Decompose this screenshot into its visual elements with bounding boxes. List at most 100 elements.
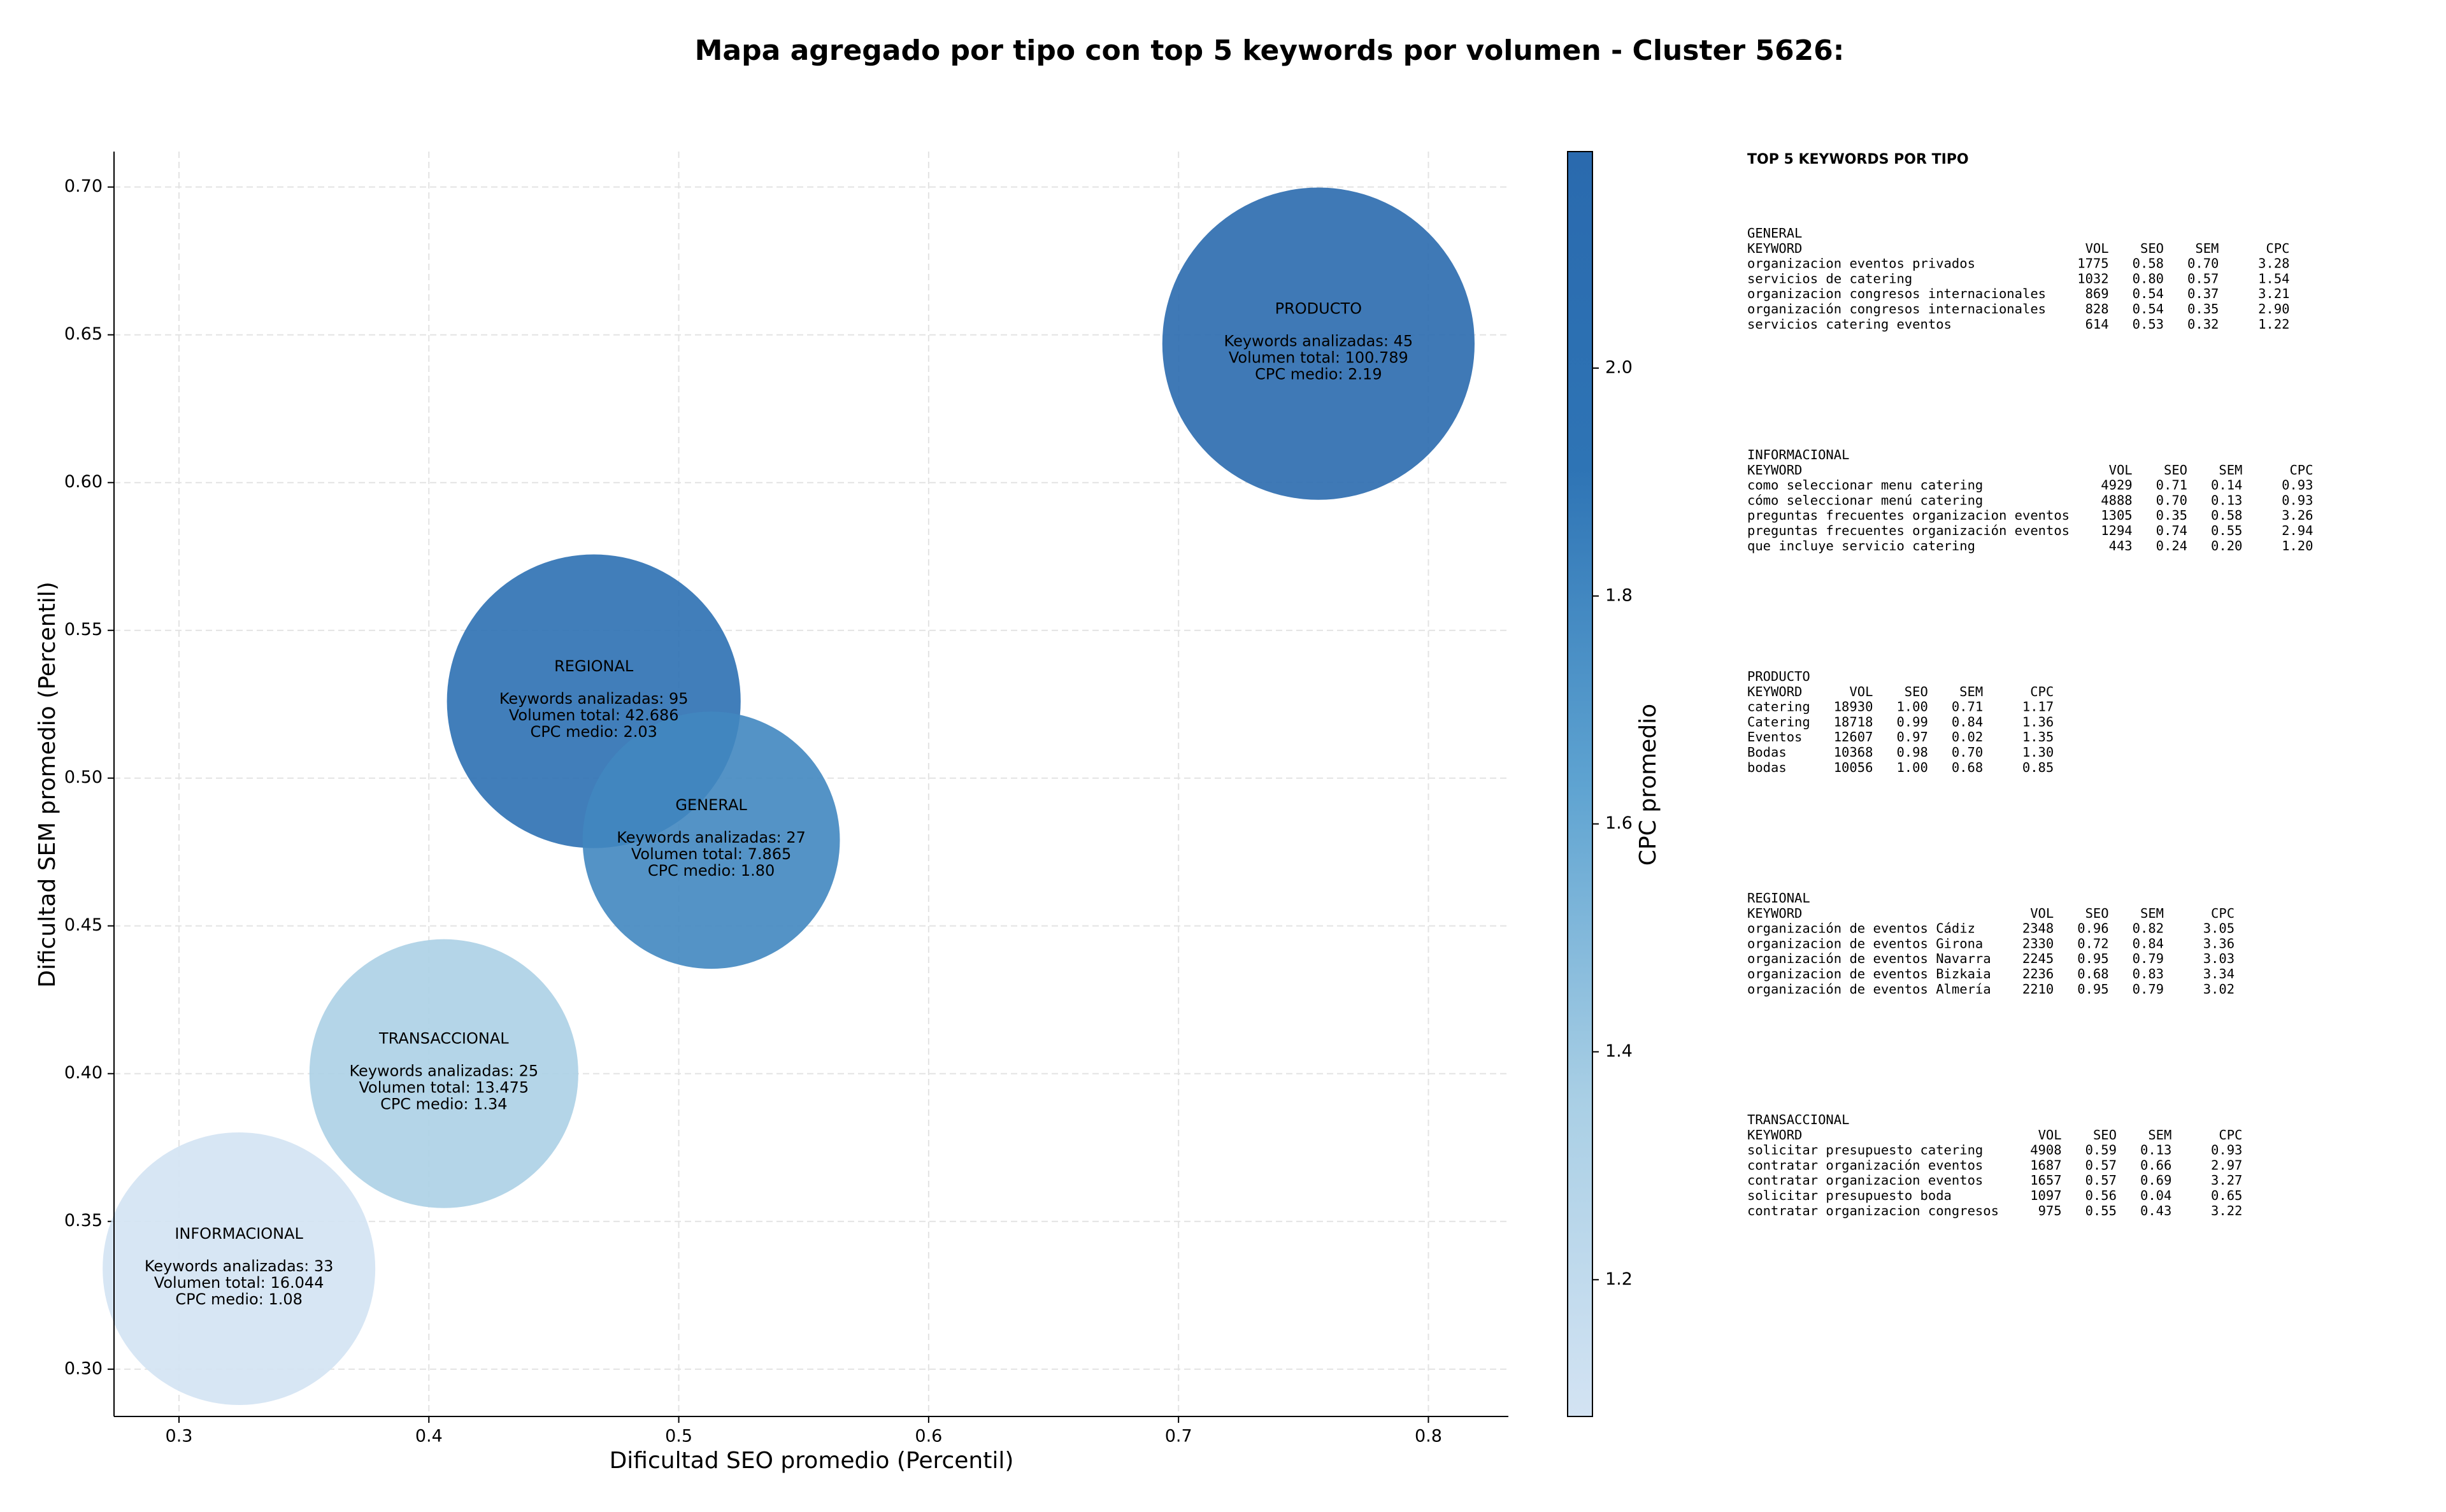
cell-value: 0.13 <box>2211 492 2242 508</box>
cell-value: 1305 <box>2101 508 2132 523</box>
cell-keyword: solicitar presupuesto catering <box>1747 1143 1983 1158</box>
x-tick-label: 0.3 <box>166 1427 193 1446</box>
cell-keyword: organizacion eventos privados <box>1747 256 1975 271</box>
cell-value: 443 <box>2109 538 2133 553</box>
column-header: SEO <box>2140 241 2164 256</box>
cell-value: 0.14 <box>2211 478 2242 493</box>
section-name: TRANSACCIONAL <box>1747 1112 1849 1127</box>
bubble-detail: Volumen total: 100.789 <box>1229 349 1408 367</box>
bubble-detail: CPC medio: 1.08 <box>175 1290 303 1308</box>
cell-value: 0.69 <box>2140 1173 2171 1188</box>
cell-value: 0.96 <box>2077 921 2108 936</box>
x-tick-label: 0.5 <box>665 1427 692 1446</box>
cell-value: 0.72 <box>2077 936 2108 951</box>
bubble-detail: Keywords analizadas: 95 <box>499 690 689 708</box>
cell-keyword: organización de eventos Navarra <box>1747 951 1991 966</box>
cell-value: 3.02 <box>2203 981 2235 997</box>
cell-value: 3.05 <box>2203 921 2235 936</box>
bubble <box>1162 187 1475 500</box>
cell-keyword: cómo seleccionar menú catering <box>1747 492 1983 508</box>
cell-value: 0.93 <box>2282 478 2313 493</box>
cell-value: 0.24 <box>2156 538 2187 553</box>
y-tick-label: 0.35 <box>64 1211 103 1230</box>
bubble-detail: Volumen total: 7.865 <box>631 845 791 863</box>
cell-value: 3.22 <box>2211 1203 2242 1218</box>
cell-value: 2330 <box>2022 936 2054 951</box>
cell-keyword: organizacion de eventos Bizkaia <box>1747 966 1991 981</box>
cell-value: 0.59 <box>2085 1143 2117 1158</box>
cell-value: 0.56 <box>2085 1188 2117 1203</box>
bubble-detail: Volumen total: 42.686 <box>509 706 679 724</box>
cell-value: 3.34 <box>2203 966 2235 981</box>
column-header: KEYWORD <box>1747 1127 1802 1143</box>
cell-value: 0.66 <box>2140 1157 2171 1173</box>
column-header: CPC <box>2030 684 2054 699</box>
cell-value: 0.54 <box>2133 286 2164 301</box>
y-tick-label: 0.30 <box>64 1359 103 1378</box>
cell-value: 0.57 <box>2085 1157 2117 1173</box>
bubble-detail: Keywords analizadas: 45 <box>1224 332 1413 350</box>
cell-value: 0.58 <box>2211 508 2242 523</box>
cell-value: 0.55 <box>2085 1203 2117 1218</box>
bubble-detail: Volumen total: 16.044 <box>154 1274 324 1292</box>
cell-keyword: que incluye servicio catering <box>1747 538 1975 553</box>
cell-value: 0.55 <box>2211 523 2242 538</box>
cell-value: 0.97 <box>1896 729 1927 745</box>
x-axis-label: Dificultad SEO promedio (Percentil) <box>610 1448 1014 1474</box>
cell-value: 3.03 <box>2203 951 2235 966</box>
y-tick-label: 0.45 <box>64 915 103 935</box>
cell-value: 0.93 <box>2282 492 2313 508</box>
bubble-detail: CPC medio: 1.80 <box>648 862 775 880</box>
section-name: PRODUCTO <box>1747 669 1810 684</box>
cell-value: 0.57 <box>2187 271 2219 286</box>
cell-value: 0.37 <box>2187 286 2219 301</box>
cell-value: 1657 <box>2030 1173 2061 1188</box>
cell-value: 1.22 <box>2258 317 2289 332</box>
cell-keyword: contratar organizacion eventos <box>1747 1173 1983 1188</box>
cell-value: 4888 <box>2101 492 2132 508</box>
cell-keyword: organización congresos internacionales <box>1747 301 2046 317</box>
bubble-name: TRANSACCIONAL <box>378 1030 509 1048</box>
cell-value: 2348 <box>2022 921 2054 936</box>
cell-value: 0.68 <box>1952 760 1983 775</box>
x-tick-label: 0.8 <box>1415 1427 1442 1446</box>
cell-value: 2.90 <box>2258 301 2289 317</box>
cell-value: 0.93 <box>2211 1143 2242 1158</box>
cell-value: 869 <box>2085 286 2109 301</box>
cell-value: 0.02 <box>1952 729 1983 745</box>
cell-value: 0.70 <box>2187 256 2219 271</box>
cell-value: 0.84 <box>2133 936 2164 951</box>
cell-value: 1097 <box>2030 1188 2061 1203</box>
cell-value: 3.36 <box>2203 936 2235 951</box>
y-tick-label: 0.55 <box>64 620 103 639</box>
y-axis-label: Dificultad SEM promedio (Percentil) <box>34 581 61 988</box>
cell-value: 3.26 <box>2282 508 2313 523</box>
bubble-name: PRODUCTO <box>1275 300 1362 318</box>
cell-value: 2236 <box>2022 966 2054 981</box>
cell-value: 10368 <box>1834 745 1873 760</box>
cell-value: 1775 <box>2077 256 2108 271</box>
panel-title: TOP 5 KEYWORDS POR TIPO <box>1747 152 1969 168</box>
cell-value: 0.58 <box>2133 256 2164 271</box>
cell-value: 0.71 <box>1952 699 1983 715</box>
cell-keyword: contratar organizacion congresos <box>1747 1203 1999 1218</box>
cell-keyword: servicios de catering <box>1747 271 1912 286</box>
cell-value: 0.04 <box>2140 1188 2171 1203</box>
colorbar-tick-label: 1.4 <box>1605 1041 1633 1061</box>
cell-value: 1032 <box>2077 271 2108 286</box>
column-header: VOL <box>1849 684 1873 699</box>
column-header: KEYWORD <box>1747 462 1802 478</box>
cell-keyword: Bodas <box>1747 745 1787 760</box>
cell-value: 3.27 <box>2211 1173 2242 1188</box>
x-tick-label: 0.7 <box>1165 1427 1192 1446</box>
column-header: KEYWORD <box>1747 906 1802 921</box>
bubble <box>309 939 578 1208</box>
cell-keyword: servicios catering eventos <box>1747 317 1952 332</box>
cell-keyword: Catering <box>1747 714 1810 729</box>
cell-value: 0.99 <box>1896 714 1927 729</box>
bubble-detail: Keywords analizadas: 27 <box>617 829 806 846</box>
column-header: CPC <box>2219 1127 2242 1143</box>
column-header: SEM <box>2195 241 2219 256</box>
